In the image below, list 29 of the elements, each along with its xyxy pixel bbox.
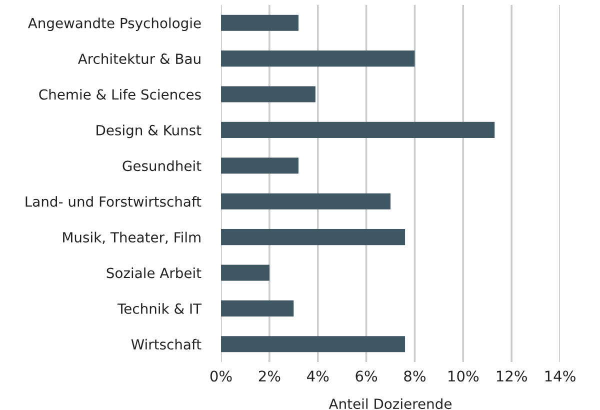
y-tick-label: Architektur & Bau <box>78 53 200 64</box>
bar <box>221 50 415 67</box>
x-tick-label: 14% <box>545 370 576 382</box>
y-tick-label: Wirtschaft <box>131 338 202 350</box>
bar <box>221 122 495 138</box>
y-tick-label: Musik, Theater, Film <box>63 232 200 244</box>
y-tick-label: Soziale Arbeit <box>106 267 202 278</box>
x-tick-label: 6% <box>356 370 378 382</box>
x-axis-title: Anteil Dozierende <box>328 398 452 410</box>
x-tick-label: 4% <box>307 370 329 382</box>
y-tick-label: Chemie & Life Sciences <box>39 88 201 100</box>
y-tick-label: Angewandte Psychologie <box>28 18 201 32</box>
x-tick-label: 10% <box>448 370 479 382</box>
bar <box>221 336 406 352</box>
x-tick-label: 2% <box>258 370 280 382</box>
bar <box>221 86 316 102</box>
bar <box>221 14 298 31</box>
bar <box>221 193 390 210</box>
bar <box>221 300 294 316</box>
x-tick-label: 12% <box>496 370 527 382</box>
y-tick-label: Design & Kunst <box>96 124 202 138</box>
bar <box>221 158 298 174</box>
y-tick-label: Technik & IT <box>117 303 202 314</box>
x-tick-label: 8% <box>404 370 426 382</box>
bar <box>221 229 406 246</box>
x-tick-label: 0% <box>210 370 232 382</box>
y-tick-label: Gesundheit <box>122 160 202 172</box>
y-tick-label: Land- und Forstwirtschaft <box>26 196 202 207</box>
bar <box>221 264 270 281</box>
